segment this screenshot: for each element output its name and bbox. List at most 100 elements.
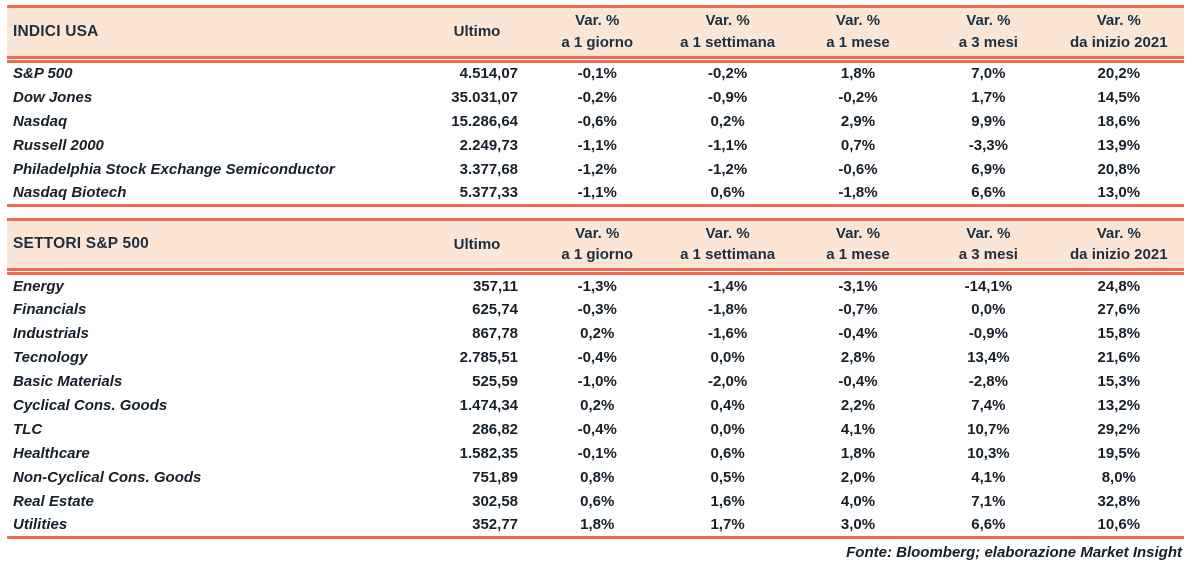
var-value-cell: 0,4% (710, 397, 745, 414)
var-value-cell: -14,1% (964, 277, 1013, 295)
row-name-cell: Real Estate (13, 493, 94, 510)
var-value-cell: 10,7% (967, 421, 1010, 438)
var-value-cell: -1,8% (708, 301, 748, 318)
var-value-cell: -0,4% (577, 349, 617, 366)
var-value-cell: 0,6% (710, 445, 745, 462)
var-value-cell: 0,6% (580, 493, 615, 510)
table-row: Financials 625,74 -0,3% -1,8% -0,7% 0,0% 27,6% (7, 298, 1184, 322)
var-value-cell: 18,6% (1097, 112, 1141, 130)
header-row: SETTORI S&P 500 Ultimo Var. % a 1 giorno Var… (7, 219, 1184, 270)
var-value-cell: 20,8% (1097, 160, 1141, 178)
table-row: Nasdaq Biotech 5.377,33 -1,1% 0,6% -1,8% 6,6%… (7, 181, 1184, 205)
ultimo-value-cell: 751,89 (472, 469, 519, 486)
var-column-header: Var. % a 1 giorno (532, 219, 663, 270)
var-value-cell: -0,1% (577, 445, 617, 462)
var-value-cell: 2,2% (840, 397, 876, 414)
var-column-header: Var. % a 1 settimana (662, 6, 793, 57)
ultimo-value-cell: 625,74 (472, 301, 519, 318)
row-name-cell: Nasdaq Biotech (13, 183, 127, 201)
ultimo-value-cell: 4.514,07 (459, 65, 519, 83)
var-value-cell: -0,4% (838, 373, 878, 390)
var-value-cell: 3,0% (840, 516, 876, 534)
var-value-cell: 29,2% (1097, 421, 1141, 438)
var-value-cell: 6,9% (971, 160, 1006, 178)
var-header-top: Var. % (835, 224, 881, 242)
var-value-cell: -1,4% (708, 277, 748, 295)
var-value-cell: -2,8% (968, 373, 1008, 390)
var-value-cell: 0,0% (710, 349, 745, 366)
var-header-bottom: a 1 giorno (561, 33, 634, 51)
var-column-header: Var. % da inizio 2021 (1053, 6, 1184, 57)
header-row: INDICI USA Ultimo Var. % a 1 giorno Var. % a … (7, 6, 1184, 57)
var-value-cell: -0,2% (838, 88, 878, 106)
var-header-bottom: a 1 giorno (561, 246, 634, 264)
var-value-cell: -0,3% (577, 301, 617, 318)
var-value-cell: 15,8% (1097, 325, 1141, 342)
var-value-cell: 13,9% (1097, 136, 1141, 154)
var-header-bottom: da inizio 2021 (1070, 33, 1168, 51)
ultimo-value-cell: 286,82 (472, 421, 519, 438)
ultimo-column-header: Ultimo (422, 6, 533, 57)
var-value-cell: 13,0% (1097, 183, 1141, 201)
var-value-cell: -3,3% (968, 136, 1008, 154)
header-divider-line (7, 55, 1184, 63)
section-title: SETTORI S&P 500 (7, 219, 423, 270)
table-row: Basic Materials 525,59 -1,0% -2,0% -0,4% -2,8… (7, 370, 1184, 394)
table-gap (7, 207, 1184, 218)
var-column-header: Var. % a 1 settimana (662, 219, 793, 270)
table-row: Tecnology 2.785,51 -0,4% 0,0% 2,8% 13,4% 21,6% (7, 346, 1184, 370)
var-value-cell: -0,9% (968, 325, 1008, 342)
var-value-cell: 0,0% (710, 421, 745, 438)
row-name-cell: Nasdaq (13, 112, 68, 130)
var-header-bottom: a 1 mese (826, 33, 890, 51)
market-insight-report: INDICI USA Ultimo Var. % a 1 giorno Var. % a … (7, 5, 1184, 561)
var-header-top: Var. % (575, 12, 620, 29)
row-name-cell: Energy (13, 277, 64, 295)
row-name-cell: Philadelphia Stock Exchange Semiconducto… (13, 160, 335, 178)
row-name-cell: Cyclical Cons. Goods (13, 397, 168, 414)
var-value-cell: 1,8% (840, 445, 876, 462)
var-value-cell: 4,0% (840, 493, 876, 510)
var-value-cell: 27,6% (1097, 301, 1141, 318)
var-value-cell: 0,5% (710, 469, 745, 486)
var-value-cell: 21,6% (1097, 349, 1141, 366)
var-value-cell: 1,6% (710, 493, 745, 510)
var-header-bottom: a 1 settimana (680, 246, 776, 264)
row-name-cell: Dow Jones (13, 88, 93, 106)
var-column-header: Var. % a 1 mese (792, 6, 924, 57)
table-row: Healthcare 1.582,35 -0,1% 0,6% 1,8% 10,3% 19,5… (7, 442, 1184, 466)
ultimo-value-cell: 5.377,33 (459, 183, 519, 201)
table-row: Real Estate 302,58 0,6% 1,6% 4,0% 7,1% 32,8% (7, 490, 1184, 514)
var-value-cell: -1,8% (838, 183, 878, 201)
var-value-cell: 1,8% (580, 516, 615, 534)
row-name-cell: Healthcare (13, 445, 90, 462)
var-value-cell: 2,0% (840, 469, 876, 486)
source-note: Fonte: Bloomberg; elaborazione Market In… (846, 544, 1182, 561)
var-header-top: Var. % (1096, 224, 1141, 242)
var-header-top: Var. % (705, 224, 750, 242)
var-header-bottom: da inizio 2021 (1070, 246, 1168, 264)
var-value-cell: 2,8% (840, 349, 876, 366)
var-value-cell: -2,0% (708, 373, 748, 390)
row-name-cell: Basic Materials (13, 373, 123, 390)
var-value-cell: -0,6% (838, 160, 878, 178)
var-value-cell: 8,0% (1101, 469, 1136, 486)
section-title: INDICI USA (7, 6, 423, 57)
header-divider-line (7, 268, 1184, 275)
var-value-cell: 4,1% (840, 421, 876, 438)
var-value-cell: 1,7% (971, 88, 1006, 106)
ultimo-value-cell: 352,77 (472, 516, 519, 534)
row-name-cell: S&P 500 (13, 65, 73, 83)
var-header-top: Var. % (966, 224, 1011, 242)
var-value-cell: 15,3% (1097, 373, 1141, 390)
table-row: TLC 286,82 -0,4% 0,0% 4,1% 10,7% 29,2% (7, 418, 1184, 442)
var-value-cell: 7,4% (971, 397, 1006, 414)
row-name-cell: TLC (13, 421, 43, 438)
var-header-bottom: a 1 mese (826, 246, 890, 264)
table-row: Non-Cyclical Cons. Goods 751,89 0,8% 0,5% 2,… (7, 466, 1184, 490)
table-row: Cyclical Cons. Goods 1.474,34 0,2% 0,4% 2,2%… (7, 394, 1184, 418)
var-value-cell: 0,8% (580, 469, 615, 486)
var-value-cell: 1,8% (840, 65, 876, 83)
settori-sp500-table: SETTORI S&P 500 Ultimo Var. % a 1 giorno Var… (7, 217, 1184, 539)
row-name-cell: Industrials (13, 325, 89, 342)
